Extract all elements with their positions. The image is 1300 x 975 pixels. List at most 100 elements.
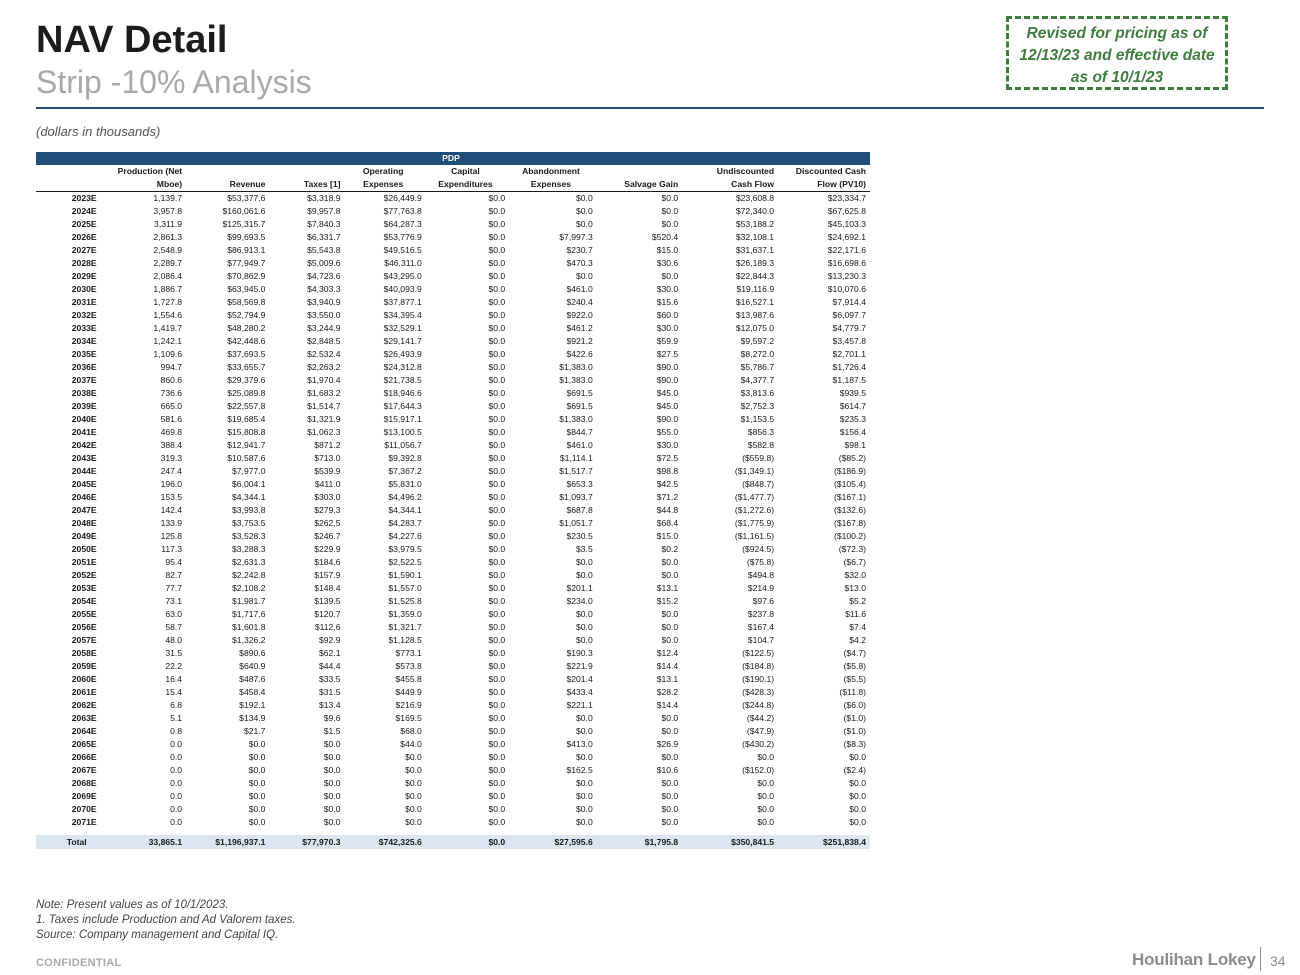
table-cell: 22.2 <box>165 661 183 671</box>
total-cell: $742,325.6 <box>344 835 426 849</box>
table-cell: $0.0 <box>488 349 506 359</box>
table-row: 2070E 0.0 $0.0 $0.0 $0.0 $0.0 $0.0 $0.0 $0.0 $0.0 <box>36 803 870 816</box>
table-cell: $10,070.6 <box>827 284 866 294</box>
table-cell: $53,776.9 <box>383 232 422 242</box>
table-cell: $0.0 <box>661 778 679 788</box>
table-cell: 0.8 <box>170 726 183 736</box>
table-cell: 0.0 <box>170 791 183 801</box>
row-year: 2060E <box>71 674 97 684</box>
table-cell: $26,189.3 <box>735 258 775 268</box>
table-cell: $235.3 <box>839 414 866 424</box>
table-cell: ($184.8) <box>742 661 775 671</box>
table-cell: $5.2 <box>849 596 866 606</box>
table-cell: $4,723.6 <box>307 271 341 281</box>
table-cell: 48.0 <box>165 635 183 645</box>
row-year: 2045E <box>71 479 97 489</box>
table-cell: $0.0 <box>488 336 506 346</box>
table-cell: $34,395.4 <box>383 310 422 320</box>
table-cell: ($100.2) <box>833 531 866 541</box>
table-cell: $71.2 <box>656 492 679 502</box>
table-cell: $37,693.5 <box>227 349 266 359</box>
table-row: 2071E 0.0 $0.0 $0.0 $0.0 $0.0 $0.0 $0.0 $0.0 $0.0 <box>36 816 870 829</box>
row-year: 2036E <box>71 362 97 372</box>
table-cell: $890.6 <box>239 648 266 658</box>
row-year: 2055E <box>71 609 97 619</box>
table-cell: $0.0 <box>488 739 506 749</box>
table-cell: $653.3 <box>566 479 593 489</box>
table-cell: $2,522.5 <box>388 557 422 567</box>
column-header-bottom: Revenue <box>186 178 270 192</box>
table-cell: $1,717.6 <box>232 609 266 619</box>
table-cell: $4,344.1 <box>232 492 266 502</box>
table-cell: $46,311.0 <box>384 258 422 268</box>
table-cell: ($6.0) <box>843 700 866 710</box>
footnote-source: Source: Company management and Capital I… <box>36 929 279 941</box>
table-header-bottom: Mboe) Revenue Taxes [1] Expenses Expenditure… <box>36 178 870 192</box>
table-cell: $0.0 <box>488 817 506 827</box>
table-cell: $0.0 <box>488 492 506 502</box>
table-cell: $3,288.3 <box>232 544 266 554</box>
table-cell: $0.0 <box>405 791 422 801</box>
column-header-top <box>597 165 682 178</box>
table-cell: $86,913.1 <box>227 245 266 255</box>
table-cell: $0.0 <box>488 557 506 567</box>
total-cell: $77,970.3 <box>269 835 345 849</box>
table-cell: ($11.8) <box>839 687 866 697</box>
table-cell: $58,569.8 <box>227 297 266 307</box>
row-year: 2056E <box>71 622 97 632</box>
table-cell: $0.0 <box>488 765 506 775</box>
table-cell: $16,527.1 <box>735 297 775 307</box>
table-cell: $23,334.7 <box>827 193 866 203</box>
table-cell: $21,738.5 <box>383 375 422 385</box>
column-header-top: Production (Net <box>117 166 183 176</box>
table-cell: $0.0 <box>488 388 506 398</box>
table-cell: $0.0 <box>849 804 866 814</box>
table-cell: $0.0 <box>248 739 266 749</box>
table-cell: $573.8 <box>395 661 422 671</box>
table-row: 2046E 153.5 $4,344.1 $303.0 $4,496.2 $0.0 $1,0… <box>36 491 870 504</box>
table-cell: $303.0 <box>314 492 341 502</box>
table-cell: $458.4 <box>239 687 266 697</box>
table-cell: $70,862.9 <box>227 271 266 281</box>
table-cell: 1,554.6 <box>153 310 183 320</box>
table-cell: $0.0 <box>323 791 341 801</box>
row-year: 2064E <box>71 726 97 736</box>
table-cell: $0.0 <box>757 752 775 762</box>
row-year: 2057E <box>71 635 97 645</box>
table-cell: $98.1 <box>844 440 866 450</box>
table-cell: $844.7 <box>566 427 593 437</box>
column-header-top: Undiscounted <box>716 166 775 176</box>
table-cell: $4,283.7 <box>388 518 422 528</box>
table-cell: $9.6 <box>323 713 341 723</box>
row-year: 2048E <box>71 518 97 528</box>
table-cell: $1,093.7 <box>559 492 593 502</box>
table-cell: $5,786.7 <box>740 362 775 372</box>
table-cell: 0.0 <box>170 817 183 827</box>
table-cell: 0.0 <box>170 778 183 788</box>
total-cell: $1,795.8 <box>596 835 683 849</box>
table-cell: $0.0 <box>849 778 866 788</box>
table-cell: $92.9 <box>319 635 341 645</box>
table-cell: $12.4 <box>656 648 679 658</box>
table-row: 2054E 73.1 $1,981.7 $139.5 $1,525.8 $0.0 $234.… <box>36 595 870 608</box>
table-cell: $0.0 <box>488 726 506 736</box>
table-cell: $3,457.8 <box>832 336 866 346</box>
table-cell: 125.8 <box>160 531 183 541</box>
table-cell: 319.3 <box>160 453 183 463</box>
table-cell: $16,698.6 <box>827 258 866 268</box>
table-cell: $614.7 <box>839 401 866 411</box>
table-cell: $1,062.3 <box>307 427 341 437</box>
row-year: 2059E <box>71 661 97 671</box>
table-cell: $9,392.8 <box>388 453 422 463</box>
table-row: 2042E 388.4 $12,941.7 $871.2 $11,056.7 $0.0 $4… <box>36 439 870 452</box>
table-cell: $0.0 <box>488 440 506 450</box>
table-cell: $0.0 <box>405 752 422 762</box>
page-title: NAV Detail <box>36 19 228 61</box>
table-cell: $12,075.0 <box>735 323 775 333</box>
table-cell: ($8.3) <box>843 739 866 749</box>
table-cell: $0.0 <box>661 726 679 736</box>
table-cell: $0.0 <box>488 245 506 255</box>
row-year: 2042E <box>71 440 97 450</box>
table-cell: $25,089.8 <box>227 388 266 398</box>
table-cell: $461.0 <box>566 284 593 294</box>
